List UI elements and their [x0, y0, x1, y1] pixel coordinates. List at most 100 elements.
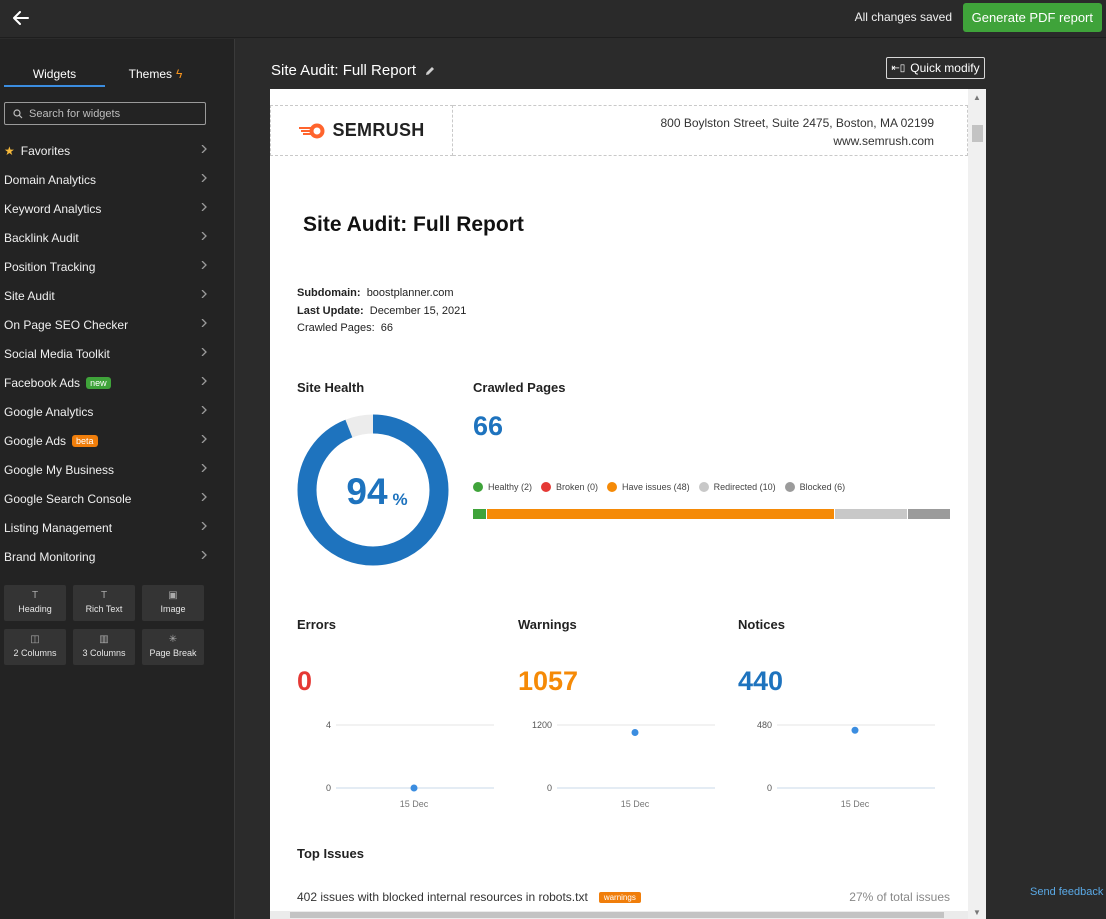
warnings-count: 1057 [518, 666, 579, 696]
sidebar-item-google-search-console[interactable]: Google Search Console [0, 484, 214, 513]
sidebar-item-google-analytics[interactable]: Google Analytics [0, 397, 214, 426]
sidebar-item-google-my-business[interactable]: Google My Business [0, 455, 214, 484]
vertical-scroll-thumb[interactable] [972, 125, 983, 142]
panel-icon: ⇤▯ [891, 62, 906, 74]
tab-widgets-label: Widgets [32, 67, 77, 81]
site-health-unit: % [392, 490, 407, 509]
horizontal-scroll-thumb[interactable] [290, 912, 944, 918]
x-tick-label: 15 Dec [621, 799, 650, 809]
sidebar-tabs: Widgets Themes ϟ [4, 63, 206, 87]
page-break-icon: ✳ [168, 634, 178, 645]
sidebar-item-social-media-toolkit[interactable]: Social Media Toolkit [0, 339, 214, 368]
sidebar-item-label: Backlink Audit [4, 230, 79, 245]
vertical-scrollbar[interactable]: ▲ ▼ [968, 89, 986, 919]
sidebar-item-label: Listing Management [4, 520, 113, 535]
2-columns-block[interactable]: ◫ 2 Columns [4, 629, 66, 665]
sidebar-item-position-tracking[interactable]: Position Tracking [0, 252, 214, 281]
bar-segment [487, 509, 835, 519]
chevron-right-icon [201, 377, 207, 385]
bar-segment [907, 509, 950, 519]
legend-label: Blocked (6) [799, 482, 846, 492]
legend-item: Redirected (10) [698, 482, 776, 492]
notices-label: Notices [738, 617, 785, 632]
sidebar-item-label: Site Audit [4, 288, 55, 303]
legend-item: Healthy (2) [473, 482, 532, 492]
sidebar-item-brand-monitoring[interactable]: Brand Monitoring [0, 542, 214, 571]
report-preview[interactable]: SEMRUSH 800 Boylston Street, Suite 2475,… [270, 89, 986, 919]
sidebar-item-site-audit[interactable]: Site Audit [0, 281, 214, 310]
chevron-right-icon [201, 174, 207, 182]
website-line: www.semrush.com [833, 134, 934, 148]
sidebar-item-listing-management[interactable]: Listing Management [0, 513, 214, 542]
image-icon: ▣ [168, 590, 178, 601]
quick-modify-button[interactable]: ⇤▯ Quick modify [886, 57, 985, 79]
errors-count: 0 [297, 666, 313, 696]
bar-segment [473, 509, 487, 519]
chevron-right-icon [201, 493, 207, 501]
y-tick-label: 4 [326, 720, 331, 730]
report-page: SEMRUSH 800 Boylston Street, Suite 2475,… [270, 89, 968, 919]
chevron-right-icon [201, 551, 207, 559]
legend-dot-icon [698, 482, 709, 492]
sidebar-item-on-page-seo-checker[interactable]: On Page SEO Checker [0, 310, 214, 339]
data-point[interactable] [410, 784, 418, 792]
2-columns-icon: ◫ [30, 634, 40, 645]
horizontal-scrollbar[interactable] [270, 911, 968, 919]
report-meta: Subdomain: boostplanner.com Last Update:… [297, 285, 466, 338]
sidebar-item-label: Social Media Toolkit [4, 346, 110, 361]
page-break-block[interactable]: ✳ Page Break [142, 629, 204, 665]
x-tick-label: 15 Dec [841, 799, 870, 809]
issue-percentage: 27% of total issues [849, 890, 950, 904]
legend-label: Healthy (2) [488, 482, 533, 492]
send-feedback-link[interactable]: Send feedback [1030, 886, 1104, 898]
warnings-trend-chart: 1200 0 15 Dec [532, 720, 715, 809]
sidebar-item-keyword-analytics[interactable]: Keyword Analytics [0, 194, 214, 223]
sidebar-item-google-ads[interactable]: Google Ads beta [0, 426, 214, 455]
3-columns-block[interactable]: ▥ 3 Columns [73, 629, 135, 665]
sidebar-item-label: Domain Analytics [4, 172, 97, 187]
tab-themes[interactable]: Themes ϟ [105, 63, 206, 87]
3-columns-icon: ▥ [99, 634, 109, 645]
legend-item: Broken (0) [541, 482, 598, 492]
sidebar-item-facebook-ads[interactable]: Facebook Ads new [0, 368, 214, 397]
scroll-up-icon[interactable]: ▲ [973, 93, 981, 102]
top-bar: All changes saved Generate PDF report [0, 0, 1106, 38]
sidebar-item-backlink-audit[interactable]: Backlink Audit [0, 223, 214, 252]
beta-badge: beta [72, 434, 98, 447]
tab-widgets[interactable]: Widgets [4, 63, 105, 87]
logo-block[interactable]: SEMRUSH [270, 105, 453, 156]
site-health-donut: 94 % [297, 414, 449, 566]
chevron-right-icon [201, 522, 207, 530]
lightning-icon: ϟ [176, 67, 183, 81]
widget-search[interactable] [4, 102, 206, 125]
scroll-down-icon[interactable]: ▼ [973, 908, 981, 917]
y-tick-label: 1200 [532, 720, 552, 730]
quick-modify-label: Quick modify [910, 61, 980, 75]
last-update-label: Last Update: [297, 304, 364, 317]
search-input[interactable] [29, 107, 199, 120]
logo-text: SEMRUSH [332, 120, 425, 140]
sidebar-item-label: Brand Monitoring [4, 549, 96, 564]
y-tick-label: 0 [326, 783, 331, 793]
arrow-left-icon [13, 11, 29, 25]
sidebar-item-label: Google Search Console [4, 491, 132, 506]
edit-icon[interactable] [424, 65, 436, 77]
sidebar-item-domain-analytics[interactable]: Domain Analytics [0, 165, 214, 194]
data-point[interactable] [851, 726, 859, 734]
notices-count: 440 [738, 666, 784, 696]
sidebar-item-favorites[interactable]: ★ Favorites [0, 136, 214, 165]
heading-block[interactable]: T Heading [4, 585, 66, 621]
address-block[interactable]: 800 Boylston Street, Suite 2475, Boston,… [453, 105, 968, 156]
rich-text-block[interactable]: T Rich Text [73, 585, 135, 621]
issue-type-badge: warnings [598, 891, 641, 903]
crawled-pages-legend: Healthy (2) Broken (0) Have issues (48) Red… [473, 482, 854, 492]
star-icon: ★ [4, 143, 15, 158]
generate-pdf-button[interactable]: Generate PDF report [962, 3, 1102, 32]
back-button[interactable] [8, 6, 34, 30]
sidebar-item-label: Keyword Analytics [4, 201, 102, 216]
bar-segment [835, 509, 907, 519]
legend-item: Blocked (6) [784, 482, 846, 492]
data-point[interactable] [631, 729, 639, 737]
legend-label: Broken (0) [556, 482, 599, 492]
image-block[interactable]: ▣ Image [142, 585, 204, 621]
